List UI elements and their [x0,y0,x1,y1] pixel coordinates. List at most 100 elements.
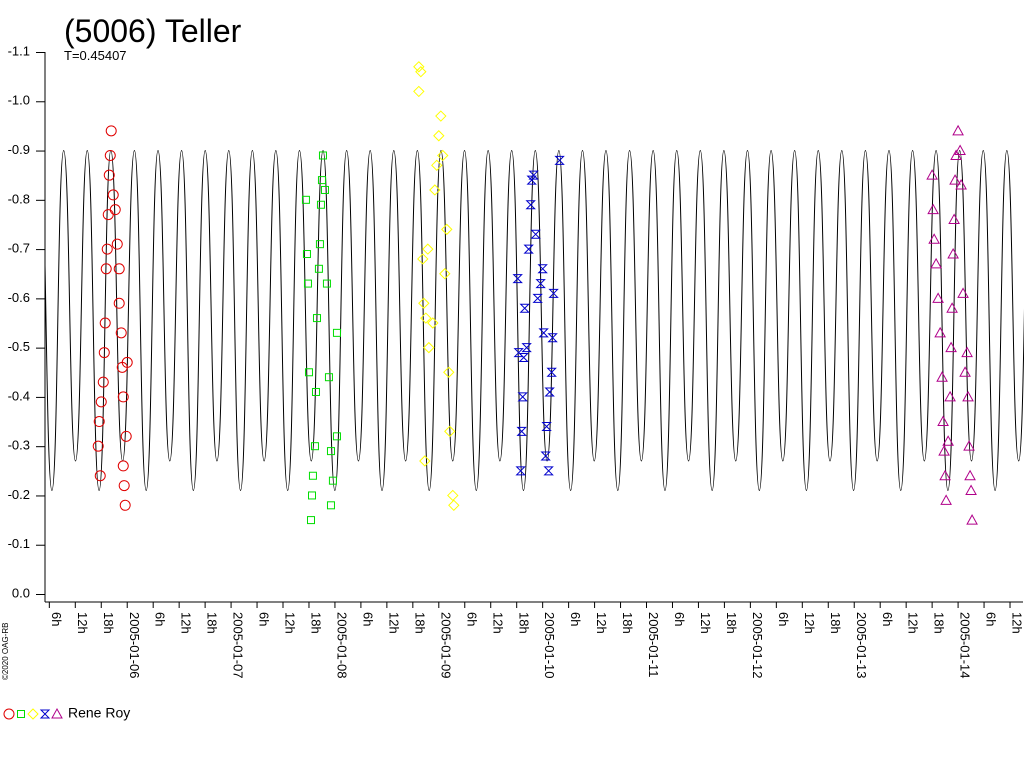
x-tick-label: 12h [594,612,609,634]
x-tick-label: 18h [309,612,324,634]
data-point [966,514,978,525]
data-point [420,312,432,324]
data-point [964,469,976,481]
data-point [528,170,539,180]
data-point [934,326,946,338]
data-point [324,373,333,382]
data-point [936,371,948,382]
x-tick-label: 12h [386,612,401,634]
x-tick-label: 2005-01-10 [542,612,557,679]
y-tick-label: -1.0 [8,93,30,108]
legend-marker [27,708,39,720]
plot-area [45,61,1024,525]
data-point [447,489,459,502]
x-tick-label: 6h [672,612,687,626]
x-tick-label: 6h [776,612,791,626]
data-point [413,85,425,98]
data-point [954,144,966,156]
data-point [104,149,116,161]
y-tick-label: -0.2 [8,487,30,502]
x-tick-label: 6h [464,612,479,626]
data-point [117,391,129,403]
x-tick-label: 6h [984,612,999,626]
data-point [937,415,949,427]
data-point [530,229,541,239]
x-tick-label: 2005-01-12 [750,612,765,679]
data-point [948,213,960,225]
data-point [525,200,536,210]
data-point [443,366,455,378]
y-tick-label: 0.0 [12,585,30,600]
data-point [93,416,105,428]
data-point [541,421,552,431]
data-point [109,204,121,216]
data-point [303,279,312,288]
data-point [512,274,523,284]
data-point [957,287,969,298]
data-point [543,466,554,476]
x-tick-label: 2005-01-11 [646,612,661,678]
data-point [105,125,117,137]
y-tick-label: -1.1 [8,43,30,58]
data-point [326,501,335,510]
data-point [427,317,439,329]
y-tick-label: -0.5 [8,339,30,354]
x-tick-label: 2005-01-09 [438,612,453,679]
x-tick-label: 18h [412,612,427,634]
data-point [540,451,551,461]
data-point [938,445,950,456]
data-point [521,343,532,353]
data-point [961,346,973,358]
data-point [515,466,526,476]
data-point [535,279,546,289]
data-point [95,396,107,408]
x-tick-label: 2005-01-08 [335,612,350,679]
data-point [101,243,113,255]
x-tick-label: 2005-01-07 [231,612,246,679]
data-point [118,480,130,492]
data-point [517,392,528,402]
data-point [332,432,341,441]
data-point [532,293,543,303]
data-point [955,179,967,190]
legend-marker [3,708,15,720]
data-point [945,341,957,353]
data-point [429,184,441,196]
x-tick-label: 18h [724,612,739,634]
data-point [546,367,557,377]
data-point [927,203,939,215]
data-point [448,499,460,512]
data-point [117,460,129,472]
x-tick-label: 6h [153,612,168,626]
data-point [316,200,325,209]
credit: ©2020 OAG-RB [1,623,10,680]
data-point [944,390,956,402]
data-point [435,110,447,122]
data-point [113,263,125,275]
data-point [332,328,341,337]
data-point [102,209,114,221]
data-point [422,243,434,255]
x-tick-label: 2005-01-06 [127,612,142,679]
data-point [554,155,565,165]
data-point [963,440,975,451]
data-point [115,327,127,339]
data-point [306,516,315,525]
x-tick-label: 6h [49,612,64,626]
data-point [310,442,319,451]
data-point [962,390,974,402]
data-point [119,499,131,511]
data-point [433,130,445,142]
data-point [326,447,335,456]
x-tick-label: 12h [179,612,194,634]
x-tick-label: 6h [360,612,375,626]
y-tick-label: -0.7 [8,241,30,256]
data-point [315,240,324,249]
data-point [939,469,951,481]
data-point [413,61,425,73]
data-point [942,435,954,446]
y-tick-label: -0.9 [8,142,30,157]
x-tick-label: 6h [880,612,895,626]
data-point [320,185,329,194]
data-point [302,250,311,259]
